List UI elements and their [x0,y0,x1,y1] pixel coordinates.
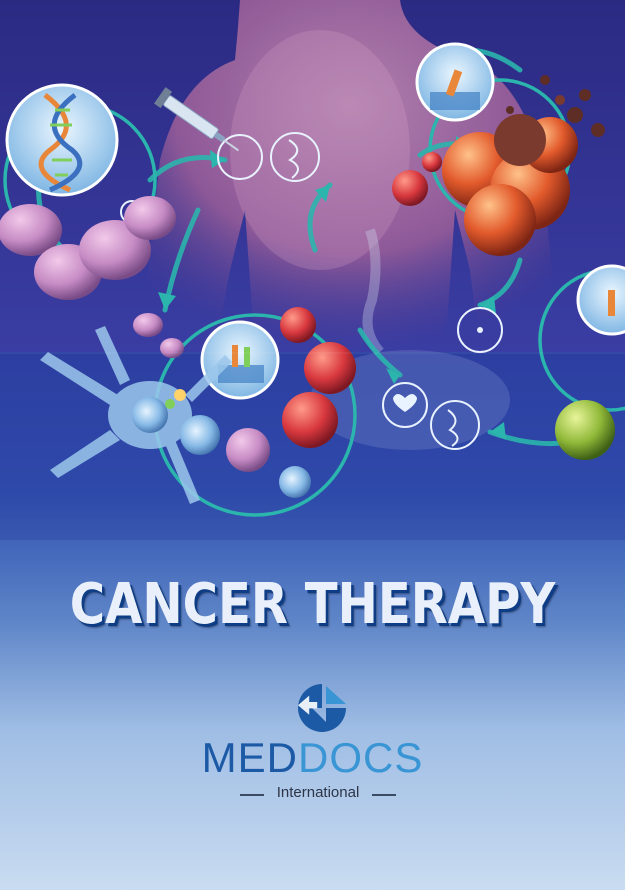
brand-subtitle-row: International [0,784,625,804]
brand-name-med: MED [201,734,298,781]
brand-name: MEDDOCS [0,734,625,782]
heart-icon [393,394,417,412]
cancer-therapy-illustration [0,0,625,540]
subtitle-divider-left [240,794,264,796]
cover-title: CANCER THERAPY [69,572,556,637]
brand-name-docs: DOCS [297,734,424,781]
brand-subtitle: International [276,784,360,801]
cell-icon [555,400,615,460]
subtitle-divider-right [372,794,396,796]
dna-icon [288,139,299,179]
syringe-icon [154,87,239,152]
dna-icon [5,83,119,197]
panel-divider [0,352,625,354]
logo-icon [298,684,346,732]
